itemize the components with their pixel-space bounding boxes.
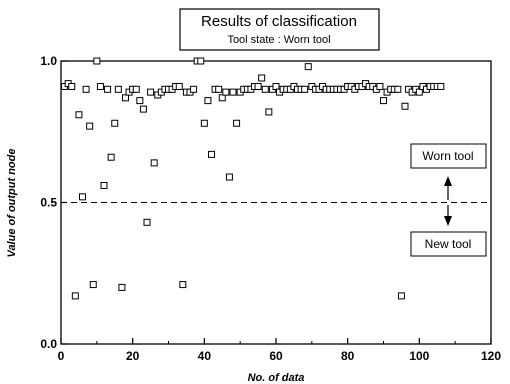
data-point [272, 82, 280, 90]
data-point [82, 85, 90, 93]
data-point [437, 82, 445, 90]
data-point [147, 88, 155, 96]
data-point [114, 85, 122, 93]
data-point [304, 63, 312, 71]
data-point [233, 119, 241, 127]
data-point [150, 159, 158, 167]
data-point [79, 193, 86, 201]
y-axis: 0.0 0.5 1.0 [40, 54, 67, 351]
data-point [197, 57, 205, 65]
worn-tool-box [410, 143, 487, 169]
data-point [107, 153, 115, 161]
up-arrow-icon [444, 176, 452, 186]
y-tick-label: 0.0 [40, 337, 57, 351]
data-point [229, 88, 237, 96]
data-point [204, 97, 212, 105]
data-point [111, 119, 119, 127]
data-point [215, 85, 223, 93]
data-point [93, 57, 101, 65]
data-point [401, 102, 409, 110]
y-axis-label: Value of output node [6, 149, 18, 258]
data-point [143, 218, 151, 226]
data-point [222, 88, 230, 96]
data-point [139, 105, 147, 113]
x-tick-label: 0 [58, 349, 65, 363]
chart-subtitle: Tool state : Worn tool [227, 34, 330, 46]
data-point [179, 281, 187, 289]
x-tick-label: 80 [341, 349, 355, 363]
data-point [415, 88, 423, 96]
y-tick-label: 1.0 [40, 54, 57, 68]
data-point [100, 182, 108, 190]
data-point [225, 173, 233, 181]
data-point [86, 122, 94, 130]
x-tick-label: 60 [269, 349, 283, 363]
data-point [254, 82, 262, 90]
x-axis-label: No. of data [248, 372, 305, 384]
data-point [208, 150, 215, 158]
new-tool-label: New tool [425, 237, 472, 251]
data-points [61, 57, 445, 300]
data-point [261, 85, 269, 93]
data-point [397, 292, 405, 300]
data-point [71, 292, 79, 300]
data-point [136, 97, 144, 105]
data-point [68, 82, 76, 90]
x-tick-label: 100 [409, 349, 429, 363]
data-point [122, 94, 129, 102]
data-point [190, 85, 198, 93]
x-axis: 0 20 40 60 80 100 120 [58, 338, 501, 363]
data-point [89, 281, 97, 289]
y-tick-label: 0.5 [40, 196, 57, 210]
worn-tool-label: Worn tool [422, 149, 473, 163]
x-tick-label: 120 [481, 349, 501, 363]
x-tick-label: 40 [198, 349, 212, 363]
data-point [218, 94, 226, 102]
new-tool-box [410, 231, 487, 257]
data-point [380, 97, 387, 105]
chart-title: Results of classification [201, 13, 357, 30]
data-point [394, 85, 402, 93]
data-point [301, 85, 309, 93]
data-point [175, 82, 183, 90]
title-box [179, 8, 380, 51]
x-tick-label: 20 [126, 349, 140, 363]
data-point [265, 108, 273, 116]
data-point [200, 119, 208, 127]
data-point [75, 111, 83, 119]
data-point [132, 85, 140, 93]
data-point [104, 85, 112, 93]
down-arrow-icon [444, 216, 452, 226]
data-point [376, 82, 384, 90]
data-point [258, 74, 266, 82]
data-point [118, 283, 126, 291]
data-point [96, 82, 104, 90]
